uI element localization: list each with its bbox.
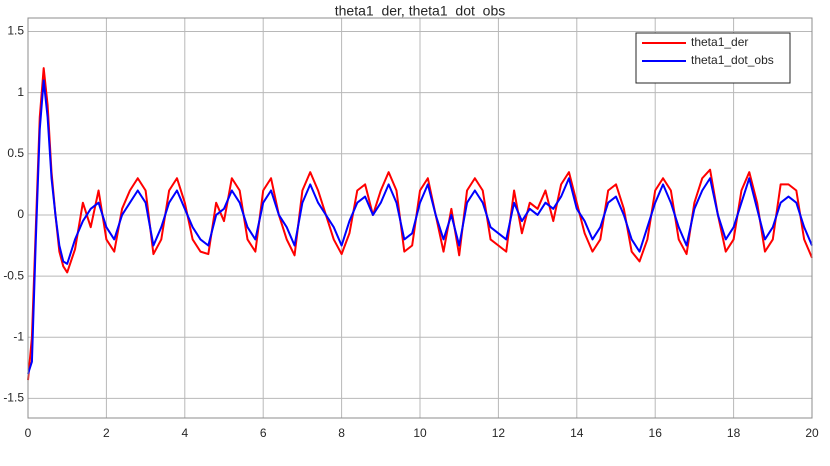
legend-label: theta1_dot_obs [691, 53, 774, 67]
x-tick-label: 20 [805, 426, 819, 440]
y-tick-label: -1 [13, 329, 24, 343]
x-tick-label: 8 [338, 426, 345, 440]
y-tick-label: -0.5 [3, 268, 24, 282]
x-tick-label: 2 [103, 426, 110, 440]
y-tick-label: 0.5 [7, 146, 24, 160]
legend-box [635, 32, 791, 84]
plot-border [27, 17, 813, 419]
x-tick-label: 4 [181, 426, 188, 440]
x-tick-label: 18 [727, 426, 741, 440]
x-tick-label: 14 [570, 426, 584, 440]
x-tick-label: 10 [413, 426, 427, 440]
y-tick-label: -1.5 [3, 391, 24, 405]
x-tick-label: 6 [260, 426, 267, 440]
data-line [27, 79, 813, 375]
y-tick-label: 1.5 [7, 24, 24, 38]
legend-label: theta1_der [691, 35, 748, 49]
x-tick-label: 12 [492, 426, 506, 440]
y-tick-label: 0 [17, 207, 24, 221]
chart-title: theta1_der, theta1_dot_obs [335, 3, 505, 19]
x-tick-label: 16 [649, 426, 663, 440]
y-tick-label: 1 [17, 85, 24, 99]
x-tick-label: 0 [25, 426, 32, 440]
